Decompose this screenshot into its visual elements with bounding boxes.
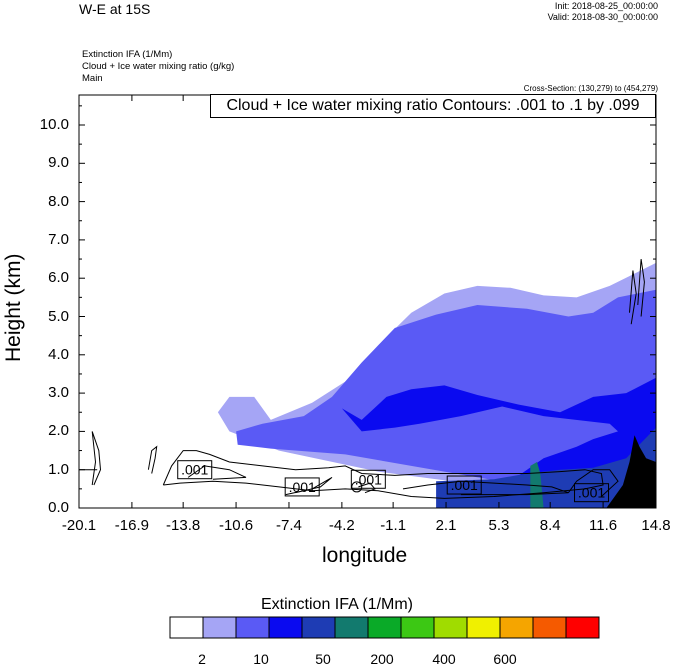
colorbar-swatch (565, 616, 600, 639)
colorbar-swatch (532, 616, 567, 639)
y-tick-label: 9.0 (48, 154, 69, 172)
x-tick-label: -13.8 (166, 517, 201, 534)
colorbar-title: Extinction IFA (1/Mm) (260, 596, 414, 613)
extinction-region-3 (436, 427, 656, 508)
svg-text:.001: .001 (451, 477, 478, 493)
contour-label: .001 (177, 460, 213, 480)
x-tick-label: 2.1 (435, 517, 457, 534)
init-time: Init: 2018-08-25_00:00:00 (554, 1, 658, 11)
x-tick-label: -16.9 (114, 517, 149, 534)
contour-line-7 (402, 480, 569, 496)
x-tick-label: 8.4 (539, 517, 561, 534)
colorbar-swatch (433, 616, 468, 639)
x-tick-label: 14.8 (641, 517, 671, 534)
y-tick-label: 0.0 (48, 499, 69, 516)
contour-info-title: Cloud + Ice water mixing ratio Contours:… (210, 94, 656, 118)
x-tick-label: -20.1 (61, 517, 97, 534)
cross-section-label: Cross-Section: (130,279) to (454,279) (523, 84, 658, 93)
y-tick-label: 2.0 (48, 422, 69, 440)
plot-title: W-E at 15S (79, 1, 151, 17)
contour-line-8 (567, 469, 619, 497)
contour-line-9 (629, 270, 637, 325)
field-line-1: Extinction IFA (1/Mm) (82, 49, 173, 60)
y-tick-label: 3.0 (48, 384, 69, 402)
x-tick-label: -4.2 (328, 517, 355, 534)
x-tick-label: -1.1 (380, 517, 407, 534)
x-tick-label: -7.4 (276, 517, 302, 534)
colorbar-label: 600 (493, 651, 517, 667)
svg-text:.001: .001 (181, 462, 208, 478)
colorbar-label: 10 (253, 651, 269, 667)
contour-line-1 (91, 431, 102, 486)
y-tick-label: 5.0 (48, 307, 69, 325)
contour-line-3 (162, 450, 604, 499)
colorbar-label: 400 (432, 651, 456, 667)
colorbar-swatch (268, 616, 303, 639)
extinction-region-5 (606, 435, 656, 508)
y-tick-marks (79, 105, 656, 509)
contour-label: .001 (284, 477, 320, 497)
y-tick-label: 8.0 (48, 192, 69, 210)
field-line-2: Cloud + Ice water mixing ratio (g/kg) (82, 61, 235, 72)
x-tick-label: -10.6 (218, 517, 254, 534)
y-tick-label: 1.0 (48, 460, 69, 478)
colorbar-swatch (400, 616, 435, 639)
y-tick-label: 4.0 (48, 345, 69, 363)
colorbar-swatch (466, 616, 501, 639)
contour-line-5 (285, 476, 333, 496)
field-line-3: Main (82, 73, 103, 84)
contour-line-6 (358, 482, 376, 494)
contour-label: .001 (350, 469, 386, 489)
colorbar-swatch (169, 616, 204, 639)
svg-text:.001: .001 (289, 479, 316, 495)
x-axis-label: longitude (322, 544, 408, 567)
contour-line-10 (637, 259, 645, 317)
y-tick-label: 7.0 (48, 230, 69, 248)
y-tick-label: 6.0 (48, 269, 69, 287)
colorbar-swatch (301, 616, 336, 639)
x-tick-label: 5.3 (488, 517, 510, 534)
mixing-ratio-contours (79, 259, 645, 499)
colorbar-swatch (334, 616, 369, 639)
colorbar-label: 200 (370, 651, 394, 667)
colorbar-swatch (499, 616, 534, 639)
svg-text:.001: .001 (578, 485, 605, 501)
colorbar-swatch (367, 616, 402, 639)
x-tick-label: 11.6 (589, 517, 618, 534)
contour-label-layer: .001 .001 .001 .001 .001 (177, 460, 610, 503)
colorbar-label: 2 (198, 651, 206, 667)
contour-label: .001 (446, 475, 482, 495)
colorbar-swatch (235, 616, 270, 639)
contour-label: .001 (574, 483, 610, 503)
svg-text:.001: .001 (355, 471, 382, 487)
valid-time: Valid: 2018-08-30_00:00:00 (547, 12, 658, 22)
colorbar-swatch (202, 616, 237, 639)
contour-line-4 (187, 465, 247, 480)
extinction-fill-layer (217, 262, 656, 508)
contour-line-2 (147, 445, 158, 474)
y-tick-label: 10.0 (39, 116, 69, 133)
colorbar-label: 50 (315, 651, 331, 667)
